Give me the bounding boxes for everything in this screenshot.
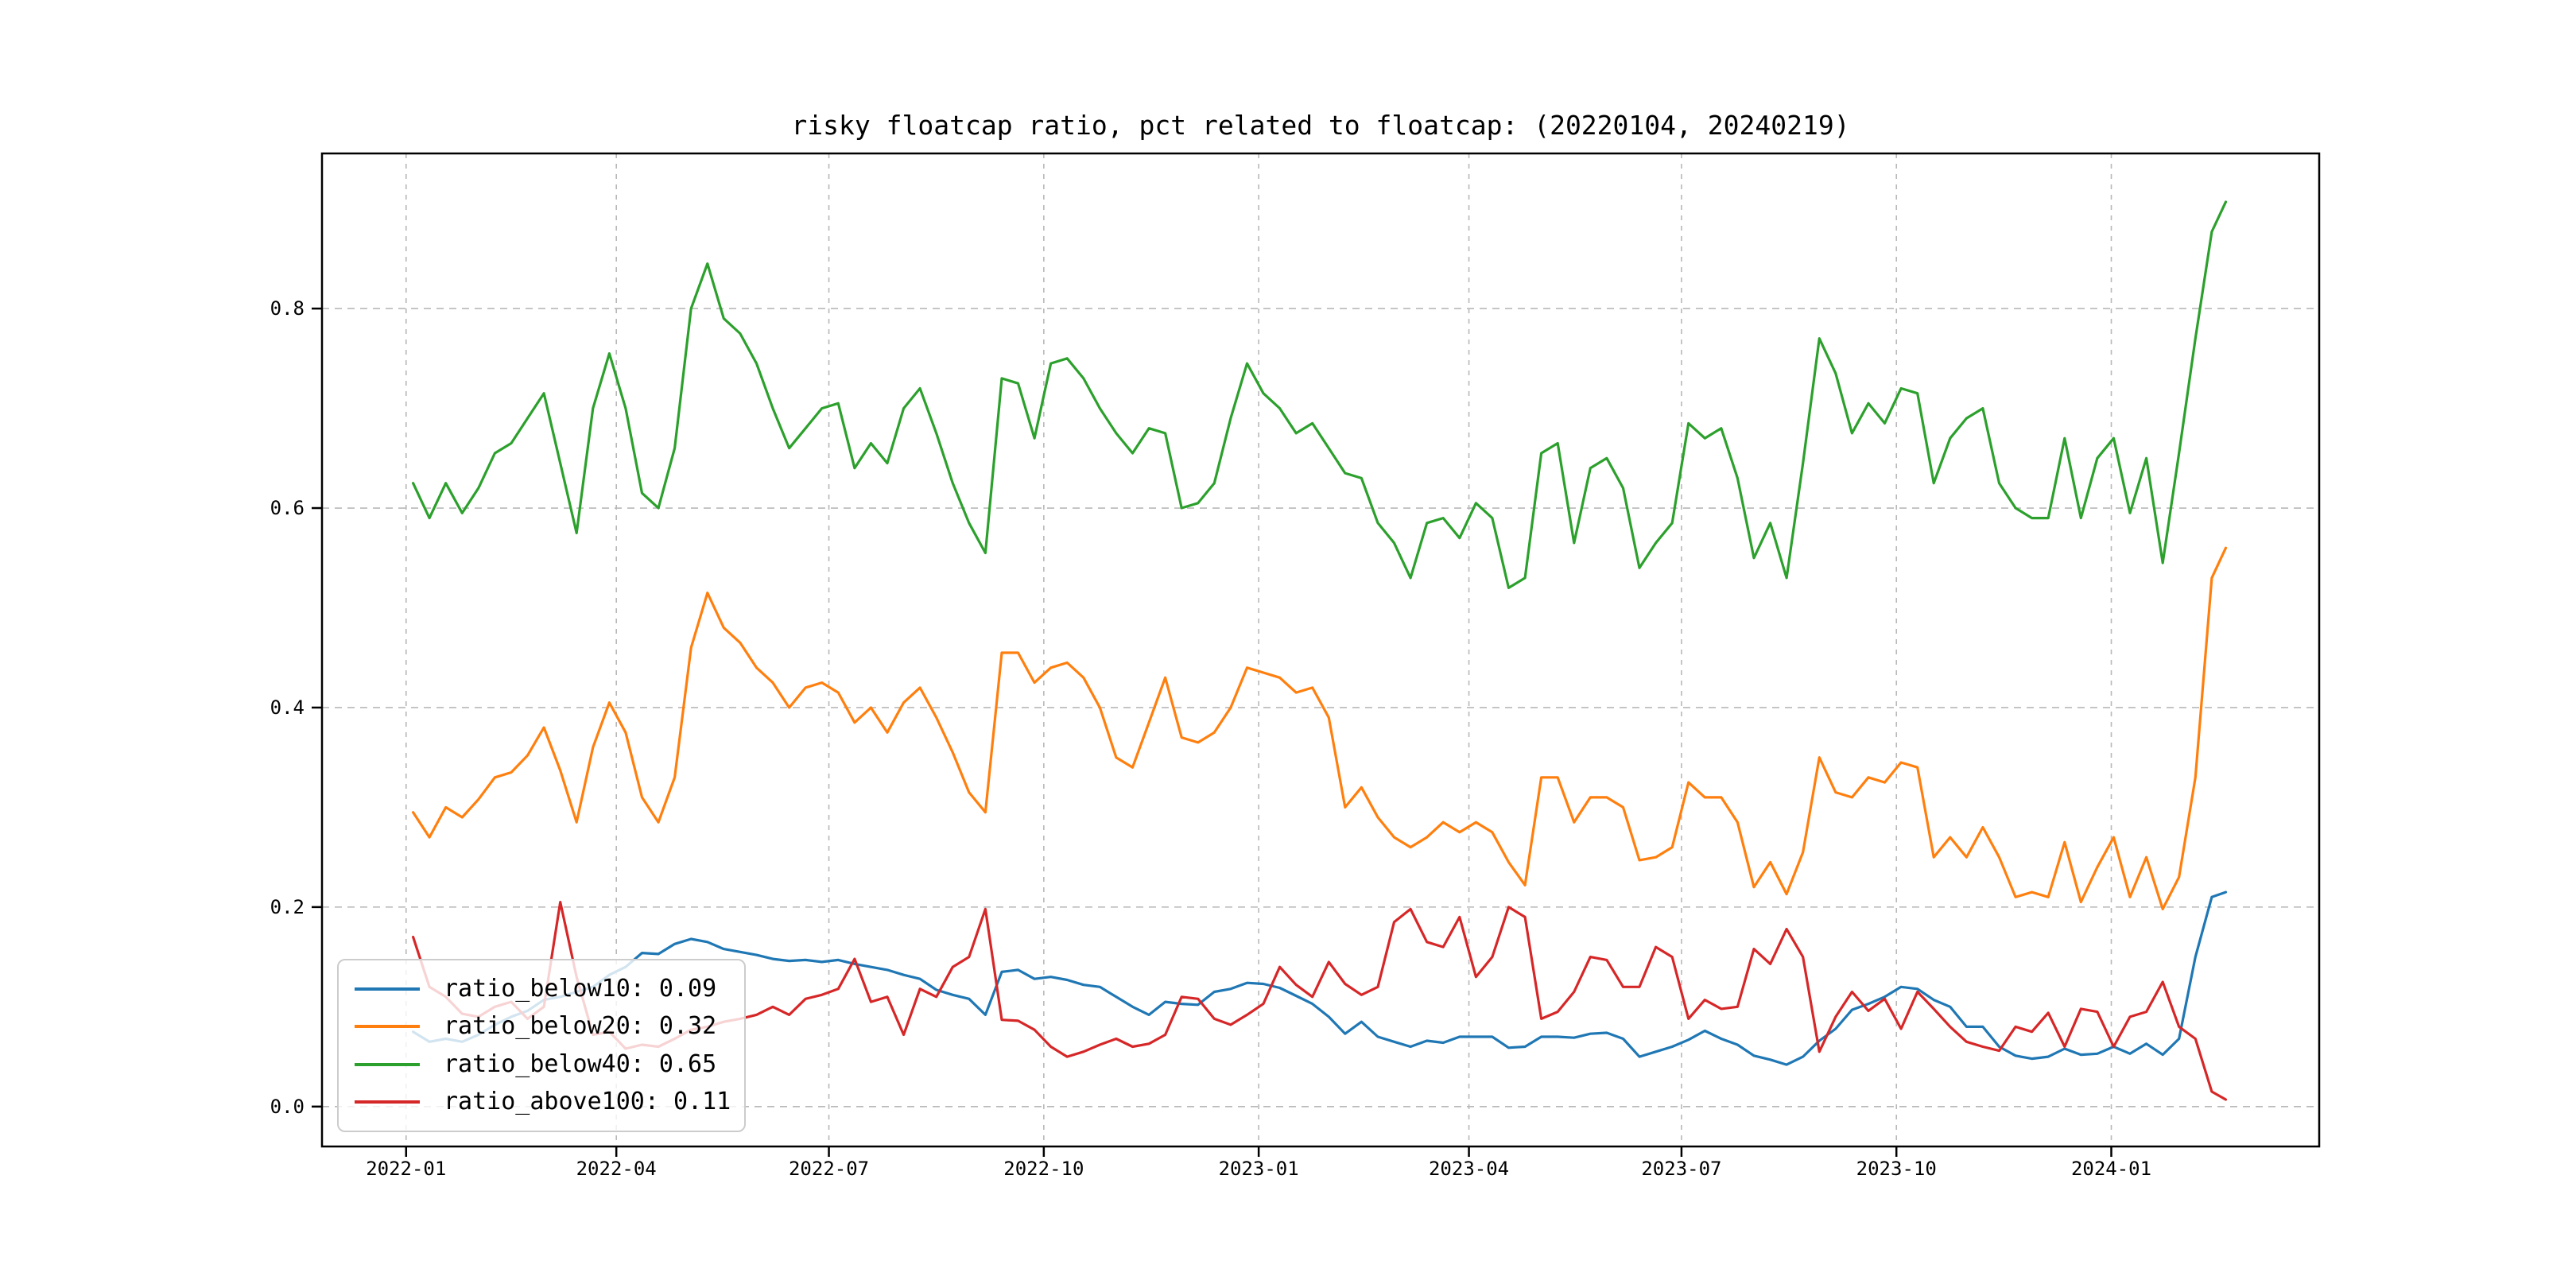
- legend-item: ratio_above100: 0.11: [355, 1088, 731, 1116]
- series-line-ratio_below10: [411, 890, 2228, 1066]
- x-axis-tick-label: 2024-01: [2071, 1158, 2151, 1180]
- y-axis-tick-label: 0.0: [270, 1096, 305, 1118]
- x-axis-tick-label: 2023-07: [1641, 1158, 1721, 1180]
- y-axis-tick-label: 0.6: [270, 497, 305, 519]
- x-axis-tick-label: 2022-01: [366, 1158, 446, 1180]
- y-axis-tick-label: 0.2: [270, 896, 305, 918]
- series-line-ratio_below40: [411, 200, 2228, 590]
- legend-label-ratio_below40: ratio_below40: 0.65: [444, 1049, 717, 1078]
- chart-title: risky floatcap ratio, pct related to flo…: [791, 110, 1850, 141]
- legend-swatch-ratio_above100: [355, 1100, 420, 1104]
- x-axis-tick-label: 2023-10: [1856, 1158, 1937, 1180]
- x-axis-tick-label: 2023-04: [1429, 1158, 1509, 1180]
- legend-item: ratio_below10: 0.09: [355, 974, 728, 1003]
- legend-swatch-ratio_below20: [355, 1025, 420, 1029]
- legend-label-ratio_below20: ratio_below20: 0.32: [444, 1012, 717, 1041]
- legend-swatch-ratio_below10: [355, 987, 420, 991]
- legend-label-ratio_below10: ratio_below10: 0.09: [444, 974, 717, 1003]
- x-axis-tick-label: 2022-10: [1003, 1158, 1084, 1180]
- legend-swatch-ratio_below40: [355, 1062, 420, 1066]
- x-axis-tick-label: 2023-01: [1219, 1158, 1299, 1180]
- x-axis-tick-label: 2022-04: [576, 1158, 657, 1180]
- y-axis-tick-label: 0.4: [270, 696, 305, 719]
- x-axis-tick-label: 2022-07: [789, 1158, 869, 1180]
- legend-label-ratio_above100: ratio_above100: 0.11: [444, 1088, 731, 1116]
- plot-border: [320, 152, 2321, 1148]
- legend-item: ratio_below40: 0.65: [355, 1049, 728, 1078]
- y-axis-tick-label: 0.8: [270, 297, 305, 320]
- legend: ratio_below10: 0.09 ratio_below20: 0.32 …: [337, 959, 746, 1132]
- series-line-ratio_below20: [411, 546, 2228, 911]
- legend-item: ratio_below20: 0.32: [355, 1014, 728, 1038]
